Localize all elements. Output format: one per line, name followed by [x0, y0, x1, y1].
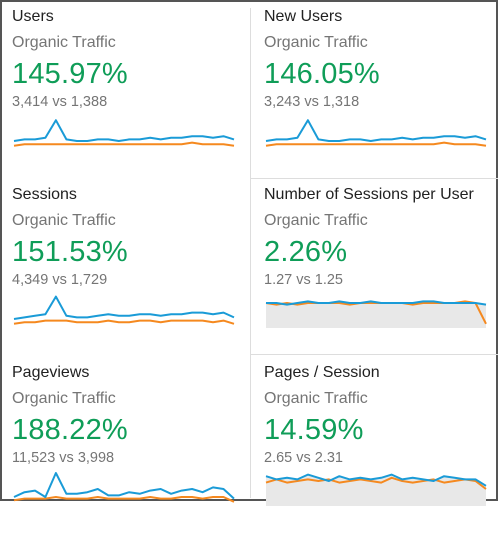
- percent-change: 188.22%: [12, 414, 128, 446]
- sparkline-primary-series: [13, 472, 235, 500]
- metric-title: Users: [12, 8, 54, 25]
- metric-card-pages-per-session[interactable]: Pages / Session Organic Traffic 14.59% 2…: [264, 364, 498, 534]
- comparison-values: 4,349 vs 1,729: [12, 272, 108, 288]
- comparison-values: 1.27 vs 1.25: [264, 272, 343, 288]
- metric-title: Number of Sessions per User: [264, 186, 474, 203]
- metric-title: Sessions: [12, 186, 77, 203]
- segment-label: Organic Traffic: [12, 212, 116, 229]
- metric-title: Pages / Session: [264, 364, 380, 381]
- sparkline-chart: [13, 295, 235, 325]
- sparkline-primary-series: [13, 119, 235, 142]
- segment-label: Organic Traffic: [12, 34, 116, 51]
- sparkline-primary-series: [13, 295, 235, 320]
- metric-card-users[interactable]: Users Organic Traffic 145.97% 3,414 vs 1…: [12, 8, 250, 178]
- metric-title: Pageviews: [12, 364, 90, 381]
- sparkline-primary-series: [265, 473, 487, 487]
- percent-change: 2.26%: [264, 236, 348, 268]
- sparkline-comparison-series: [265, 141, 487, 147]
- sparkline-comparison-series: [13, 496, 235, 503]
- metric-title: New Users: [264, 8, 343, 25]
- sparkline-chart: [265, 300, 487, 328]
- row-divider: [250, 354, 498, 355]
- sparkline-area: [266, 301, 486, 328]
- metric-card-sessions[interactable]: Sessions Organic Traffic 151.53% 4,349 v…: [12, 186, 250, 356]
- sparkline-chart: [13, 119, 235, 147]
- sparkline-comparison-series: [13, 319, 235, 325]
- sparkline-chart: [265, 473, 487, 506]
- sparkline-comparison-series: [13, 141, 235, 147]
- comparison-values: 11,523 vs 3,998: [12, 450, 115, 466]
- segment-label: Organic Traffic: [264, 212, 368, 229]
- column-divider: [250, 8, 251, 498]
- metric-card-pageviews[interactable]: Pageviews Organic Traffic 188.22% 11,523…: [12, 364, 250, 534]
- segment-label: Organic Traffic: [264, 390, 368, 407]
- sparkline-chart: [13, 472, 235, 503]
- percent-change: 151.53%: [12, 236, 128, 268]
- sparkline-area: [266, 474, 486, 506]
- percent-change: 146.05%: [264, 58, 380, 90]
- row-divider: [250, 178, 498, 179]
- segment-label: Organic Traffic: [12, 390, 116, 407]
- analytics-overview-panel: Users Organic Traffic 145.97% 3,414 vs 1…: [0, 0, 498, 506]
- metric-card-new-users[interactable]: New Users Organic Traffic 146.05% 3,243 …: [264, 8, 498, 178]
- sparkline-primary-series: [265, 119, 487, 142]
- comparison-values: 3,243 vs 1,318: [264, 94, 360, 110]
- percent-change: 145.97%: [12, 58, 128, 90]
- comparison-values: 3,414 vs 1,388: [12, 94, 108, 110]
- sparkline-chart: [265, 119, 487, 147]
- sparkline-comparison-series: [265, 476, 487, 490]
- segment-label: Organic Traffic: [264, 34, 368, 51]
- percent-change: 14.59%: [264, 414, 364, 446]
- metric-card-sessions-per-user[interactable]: Number of Sessions per User Organic Traf…: [264, 186, 498, 356]
- sparkline-primary-series: [266, 300, 487, 306]
- comparison-values: 2.65 vs 2.31: [264, 450, 343, 466]
